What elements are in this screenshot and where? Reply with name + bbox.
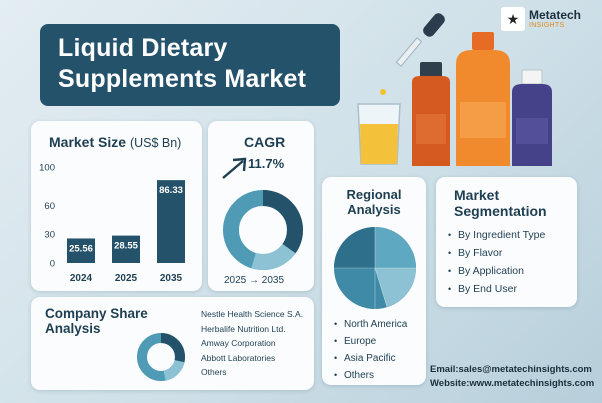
bar-value-label: 25.56 xyxy=(69,243,93,254)
market-size-title: Market Size xyxy=(49,134,127,150)
y-tick-label: 30 xyxy=(44,230,55,241)
cagr-title: CAGR xyxy=(244,134,286,150)
bar xyxy=(112,235,140,263)
logo: ★ Metatech INSIGHTS xyxy=(497,5,599,35)
regional-list: • North America • Europe • Asia Pacific • Ot… xyxy=(334,316,407,384)
orange-bottle-icon xyxy=(456,32,510,166)
regional-analysis-card: Regional Analysis • North America • Europe… xyxy=(322,177,426,385)
supplement-bottles-illustration xyxy=(357,13,552,166)
segmentation-title-line1: Market xyxy=(454,187,500,203)
list-item: • By End User xyxy=(448,283,517,295)
regional-title-line1: Regional xyxy=(346,187,402,202)
x-tick-label: 2024 xyxy=(70,273,93,284)
logo-name: Metatech xyxy=(529,8,582,22)
list-item: • North America xyxy=(334,319,408,330)
brown-bottle-icon xyxy=(412,62,450,166)
company-share-title-line2: Analysis xyxy=(45,321,101,336)
contact-email[interactable]: Email:sales@metatechinsights.com xyxy=(430,364,592,375)
page-title-banner: Liquid Dietary Supplements Market xyxy=(40,24,340,106)
bar xyxy=(67,238,95,263)
dropper-icon xyxy=(380,13,445,95)
x-tick-label: 2025 xyxy=(115,273,138,284)
list-item: • By Ingredient Type xyxy=(448,229,546,241)
x-tick-label: 2035 xyxy=(160,273,183,284)
glass-icon xyxy=(357,103,401,165)
list-item: • By Application xyxy=(448,265,524,277)
page-title-line2: Supplements Market xyxy=(58,65,307,93)
segmentation-list: • By Ingredient Type • By Flavor • By Appli… xyxy=(448,226,545,298)
market-size-bar-chart: 0 30 60 100 25.56 2024 28.55 2025 86.33 2035 xyxy=(39,163,185,284)
list-item: • Others xyxy=(334,370,375,381)
y-tick-label: 60 xyxy=(44,201,55,212)
list-item: • Europe xyxy=(334,336,377,347)
list-item: Others xyxy=(201,367,227,377)
trend-arrow-icon xyxy=(222,157,247,179)
company-share-donut xyxy=(137,333,185,381)
list-item: Herbalife Nutrition Ltd. xyxy=(201,323,286,334)
bar xyxy=(157,180,185,263)
page-title-line1: Liquid Dietary xyxy=(58,34,228,62)
list-item: • Asia Pacific xyxy=(334,353,396,364)
list-item: Abbott Laboratories xyxy=(201,352,276,363)
cagr-value: 11.7% xyxy=(248,156,285,171)
regional-pie-chart xyxy=(334,227,416,309)
market-size-unit: (US$ Bn) xyxy=(129,136,182,150)
purple-bottle-icon xyxy=(512,69,552,166)
logo-tagline: INSIGHTS xyxy=(529,22,565,29)
bar-value-label: 86.33 xyxy=(159,185,183,196)
star-icon: ★ xyxy=(501,7,525,31)
bar-value-label: 28.55 xyxy=(114,241,138,252)
cagr-card: CAGR 11.7% 2025 → 2035 xyxy=(208,121,314,291)
company-share-list: Nestle Health Science S.A. Herbalife Nut… xyxy=(201,307,303,380)
cagr-period: 2025 → 2035 xyxy=(224,275,285,286)
company-share-title-line1: Company Share xyxy=(45,306,148,321)
y-tick-label: 0 xyxy=(50,259,55,270)
cagr-donut xyxy=(223,190,303,270)
segmentation-title-line2: Segmentation xyxy=(454,203,547,219)
regional-title-line2: Analysis xyxy=(347,202,401,217)
contact-website[interactable]: Website:www.metatechinsights.com xyxy=(430,378,595,389)
market-size-card: Market Size (US$ Bn) 0 30 60 100 25.56 2024 28… xyxy=(31,121,202,291)
company-share-card: Company Share Analysis Nestle Health Sci… xyxy=(31,297,314,390)
y-tick-label: 100 xyxy=(39,163,55,174)
list-item: Amway Corporation xyxy=(201,338,276,348)
list-item: Nestle Health Science S.A. xyxy=(201,309,304,319)
contact-info: Email:sales@metatechinsights.com Website… xyxy=(430,363,602,391)
list-item: • By Flavor xyxy=(448,247,503,259)
market-segmentation-card: Market Segmentation • By Ingredient Type … xyxy=(436,177,577,307)
